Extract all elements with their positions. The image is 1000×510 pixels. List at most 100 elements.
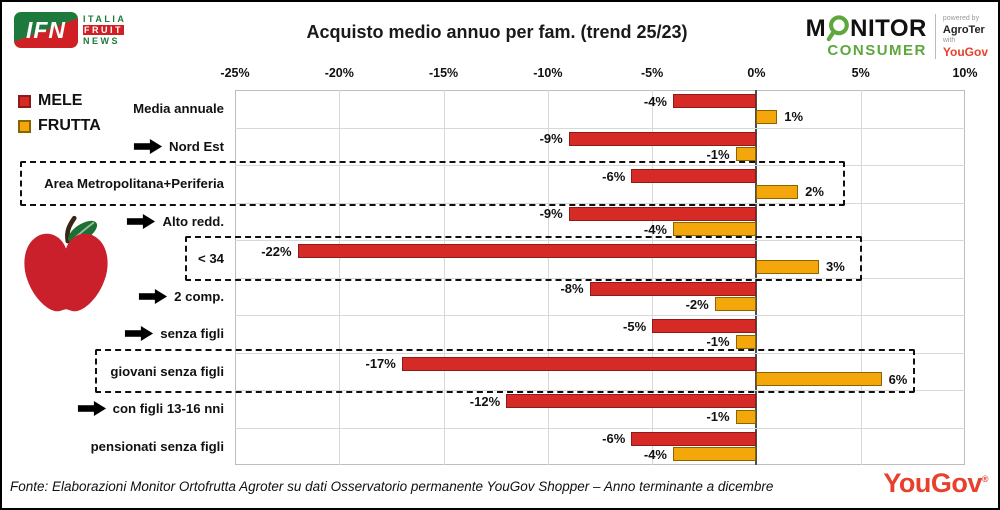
bar-value-label: -8%: [560, 281, 584, 296]
monitor-consumer-logo: M NITOR CONSUMER powered by AgroTer with…: [806, 14, 988, 59]
yougov-small-text: YouGov: [942, 45, 988, 59]
axis-tick-label: 5%: [851, 66, 870, 80]
mele-swatch-icon: [18, 94, 31, 108]
bar-value-label: -22%: [261, 243, 292, 259]
frutta-bar: [756, 109, 778, 124]
row-separator: [235, 427, 965, 429]
row-separator: [235, 315, 965, 316]
axis-tick-label: -25%: [220, 66, 250, 80]
bar-value-label: -4%: [643, 93, 667, 109]
category-label: Nord Est: [18, 128, 224, 166]
frutta-bar: [735, 409, 757, 424]
category-label-text: Alto redd.: [162, 213, 224, 229]
category-label-text: pensionati senza figli: [90, 438, 224, 454]
row-separator: [235, 165, 965, 166]
axis-tick-label: 0%: [747, 66, 766, 80]
legend-item-frutta: FRUTTA: [18, 117, 101, 135]
row-separator: [235, 127, 965, 129]
bar-value-label: -4%: [643, 221, 667, 237]
mele-bar: [589, 281, 757, 296]
category-label-text: senza figli: [160, 326, 224, 342]
row-separator: [235, 202, 965, 204]
bar-value-label: -1%: [706, 409, 730, 424]
category-label: Media annuale: [18, 90, 224, 128]
axis-tick-label: -15%: [428, 66, 459, 80]
ifn-logo: IFN ITALIA FRUIT NEWS: [14, 12, 126, 48]
frutta-bar: [673, 222, 757, 236]
category-label: pensionati senza figli: [18, 428, 224, 466]
apple-icon: [24, 215, 108, 312]
bar-value-label: 2%: [805, 184, 824, 199]
axis-tick-label: -20%: [324, 66, 354, 80]
category-label: giovani senza figli: [18, 353, 224, 391]
bar-value-label: -12%: [469, 393, 501, 409]
highlight-box: [20, 161, 845, 206]
powered-by-text: powered by: [942, 15, 980, 22]
frutta-bar: [673, 447, 757, 461]
arrow-right-icon: [139, 288, 168, 304]
highlight-box: [185, 236, 862, 281]
axis-tick-label: 10%: [952, 66, 978, 80]
category-label-text: Media annuale: [133, 101, 224, 117]
row-separator: [235, 390, 965, 391]
highlight-box: [95, 348, 915, 393]
yougov-logo: YouGov®: [883, 468, 988, 498]
page-title: Acquisto medio annuo per fam. (trend 25/…: [306, 22, 688, 42]
arrow-right-icon: [77, 401, 106, 417]
with-text: with: [942, 37, 956, 44]
frutta-bar: [735, 334, 757, 349]
category-label-text: giovani senza figli: [110, 363, 224, 379]
row-separator: [235, 352, 965, 354]
consumer-text: CONSUMER: [827, 41, 927, 59]
row-separator: [235, 277, 965, 279]
category-label: Alto redd.: [18, 203, 224, 241]
bar-value-label: -1%: [706, 334, 730, 349]
agroter-text: AgroTer: [942, 24, 985, 36]
mele-bar: [568, 206, 757, 221]
category-label-text: < 34: [197, 251, 224, 267]
category-label: 2 comp.: [18, 278, 224, 316]
bar-value-label: -6%: [602, 168, 626, 184]
bar-value-label: -17%: [365, 356, 396, 371]
frutta-bar: [756, 184, 799, 199]
category-label: senza figli: [18, 315, 224, 353]
mele-bar: [631, 431, 757, 446]
bar-value-label: -2%: [685, 296, 709, 312]
ifn-wordmark: ITALIA FRUIT NEWS: [83, 14, 126, 46]
bar-value-label: -5%: [623, 318, 647, 334]
arrow-right-icon: [125, 326, 154, 342]
category-label: < 34: [18, 240, 224, 278]
row-separator: [235, 240, 965, 241]
mele-bar: [631, 169, 757, 183]
ifn-line-fruit: FRUIT: [83, 25, 124, 35]
arrow-right-icon: [127, 213, 156, 229]
mele-bar: [506, 394, 757, 408]
bar-value-label: 6%: [888, 371, 908, 387]
frutta-bar: [714, 297, 757, 311]
bar-value-label: -4%: [643, 446, 667, 462]
axis-tick-label: -5%: [641, 66, 664, 80]
mele-bar: [652, 319, 757, 333]
mele-bar: [568, 131, 757, 146]
frutta-bar: [756, 259, 819, 274]
legend-label-mele: MELE: [38, 92, 83, 109]
bar-value-label: -9%: [539, 131, 563, 146]
monitor-wordmark: M NITOR CONSUMER: [805, 14, 927, 59]
monitor-text-m: M: [805, 14, 827, 42]
category-label-text: 2 comp.: [174, 288, 224, 304]
mele-bar: [673, 94, 757, 108]
mele-bar: [401, 356, 757, 371]
bar-value-label: -1%: [706, 146, 730, 162]
bar-value-label: -9%: [539, 206, 563, 221]
monitor-powered-block: powered by AgroTer with YouGov: [934, 14, 988, 59]
mele-bar: [297, 244, 757, 258]
category-label-text: Area Metropolitana+Periferia: [44, 176, 224, 192]
magnifier-icon: [826, 14, 849, 41]
category-label: Area Metropolitana+Periferia: [18, 165, 224, 203]
arrow-right-icon: [133, 138, 163, 154]
bar-value-label: 1%: [784, 109, 804, 124]
frutta-swatch-icon: [18, 119, 31, 133]
category-label-text: Nord Est: [169, 138, 224, 154]
monitor-text-rest: NITOR: [850, 14, 927, 42]
